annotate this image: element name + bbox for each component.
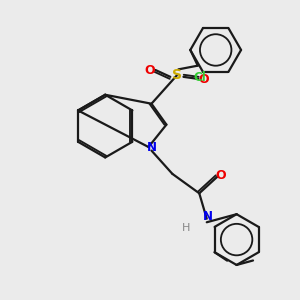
Text: H: H [182,223,190,232]
Text: S: S [172,68,182,82]
Text: O: O [198,73,209,86]
Text: O: O [215,169,226,182]
Text: N: N [147,140,157,154]
Text: Cl: Cl [193,71,206,84]
Text: O: O [145,64,155,77]
Text: N: N [203,210,213,224]
